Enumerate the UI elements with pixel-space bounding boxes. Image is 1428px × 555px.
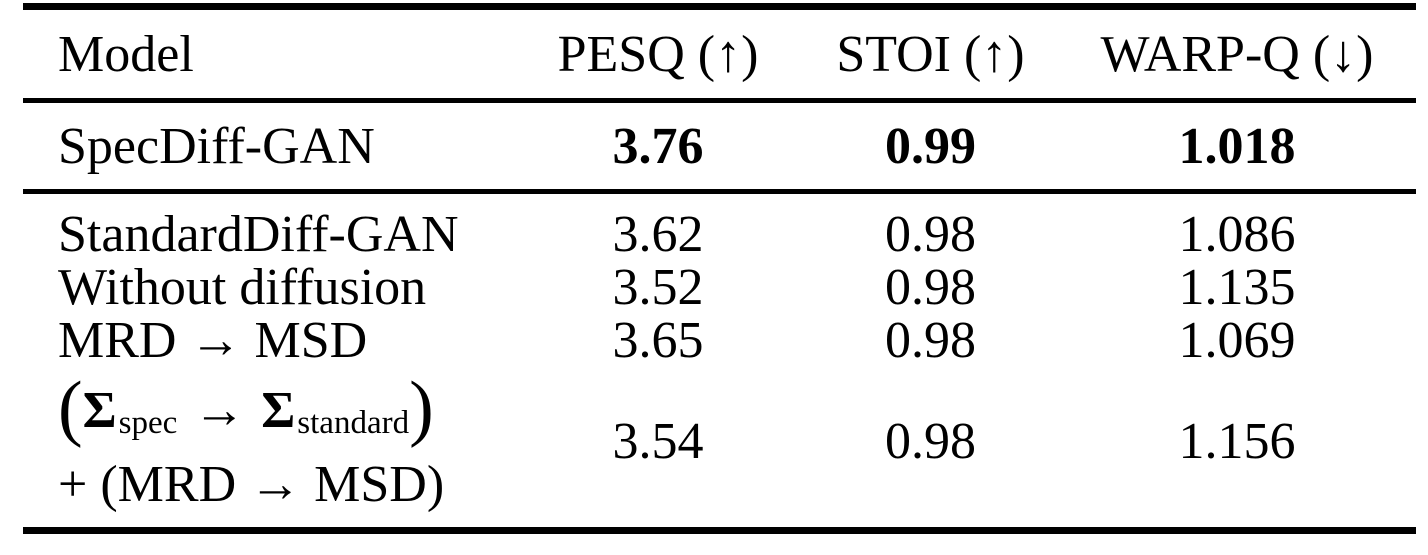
model-name: SpecDiff-GAN [58, 117, 375, 175]
pesq-value: 3.62 [612, 206, 704, 263]
stoi-value: 0.98 [885, 259, 976, 316]
subscript-spec: spec [118, 404, 178, 441]
stoi-value: 0.98 [885, 412, 976, 470]
top-rule [23, 3, 1416, 10]
table-header-row: Model PESQ (↑) STOI (↑) WARP-Q (↓) [23, 10, 1416, 98]
warpq-value: 1.018 [1178, 117, 1296, 175]
pesq-value: 3.76 [612, 117, 704, 175]
pesq-value: 3.52 [612, 259, 704, 316]
stoi-value: 0.98 [885, 206, 976, 263]
warpq-value: 1.069 [1178, 312, 1296, 369]
math-expression-line2: + (MRD → MSD) [58, 455, 445, 513]
warpq-value: 1.156 [1178, 412, 1296, 470]
column-header-model: Model [58, 25, 194, 83]
highlight-row: SpecDiff-GAN 3.76 0.99 1.018 [23, 103, 1416, 189]
column-header-pesq: PESQ (↑) [557, 25, 759, 83]
sigma-spec: Σ [82, 381, 117, 439]
column-header-stoi: STOI (↑) [836, 25, 1025, 83]
stoi-value: 0.99 [885, 117, 976, 175]
subscript-standard: standard [297, 404, 410, 441]
model-name: MRD → MSD [58, 312, 368, 369]
column-header-warpq: WARP-Q (↓) [1100, 25, 1374, 83]
warpq-value: 1.086 [1178, 206, 1296, 263]
ablation-rows: StandardDiff-GAN 3.62 0.98 1.086 Without… [23, 194, 1416, 527]
warpq-value: 1.135 [1178, 259, 1296, 316]
sigma-standard: Σ [261, 381, 296, 439]
header-divider-rule [23, 98, 1416, 103]
model-name: Without diffusion [58, 259, 427, 316]
right-arrow-icon: → [193, 381, 246, 439]
model-name: StandardDiff-GAN [58, 206, 459, 263]
section-divider-rule [23, 189, 1416, 194]
bottom-rule [23, 527, 1416, 534]
stoi-value: 0.98 [885, 312, 976, 369]
pesq-value: 3.54 [612, 412, 704, 470]
results-table: Model PESQ (↑) STOI (↑) WARP-Q (↓) SpecD… [23, 3, 1416, 534]
pesq-value: 3.65 [612, 312, 704, 369]
